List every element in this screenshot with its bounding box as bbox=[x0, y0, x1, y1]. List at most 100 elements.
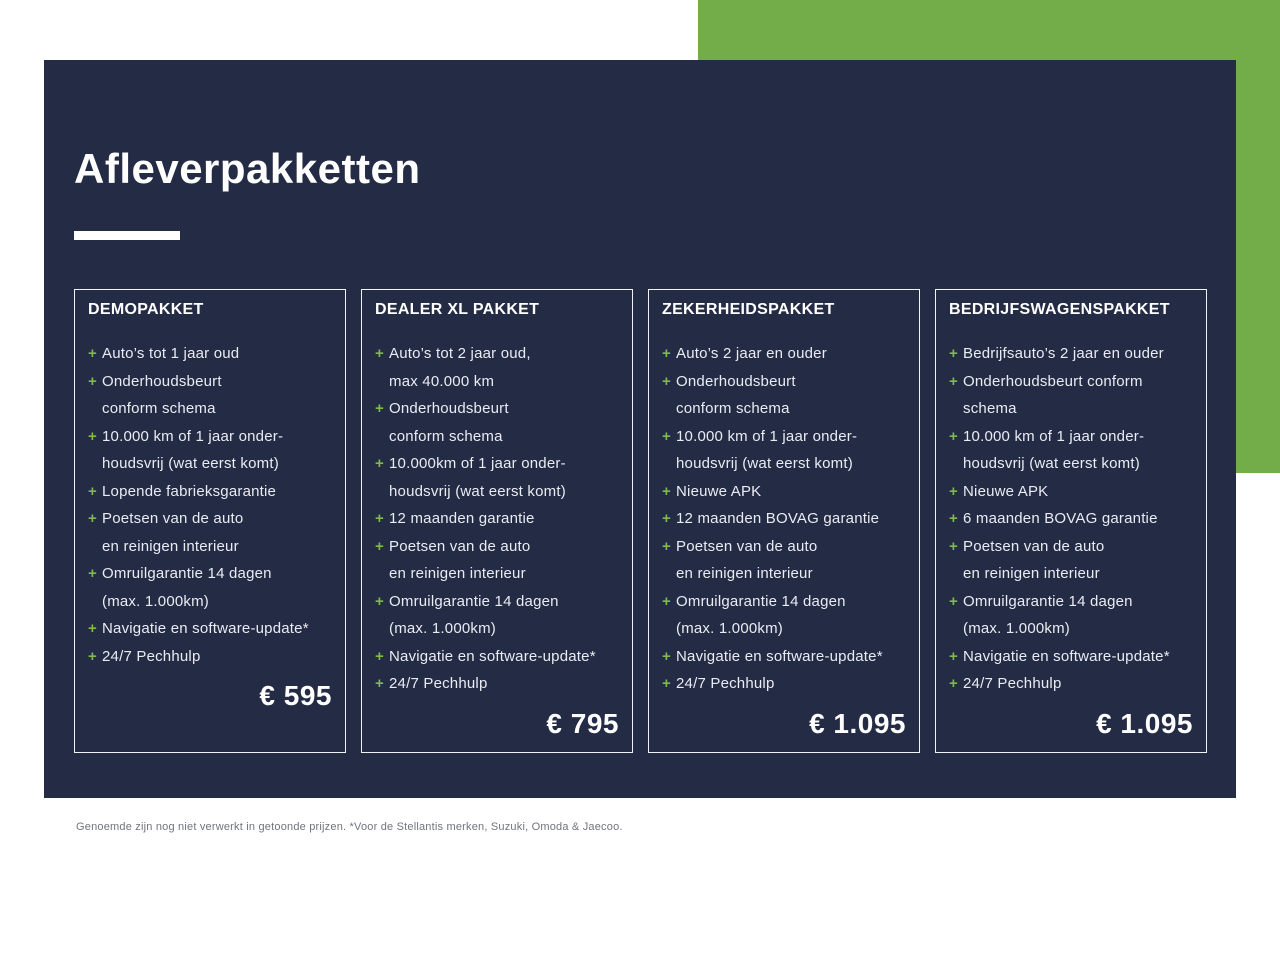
feature-item: + Onderhoudsbeurt conform schema bbox=[88, 368, 332, 423]
plus-icon: + bbox=[88, 427, 97, 445]
feature-text: Nieuwe APK bbox=[963, 482, 1049, 500]
feature-item: + Auto’s tot 1 jaar oud bbox=[88, 340, 332, 368]
feature-text: Omruilgarantie 14 dagen (max. 1.000km) bbox=[389, 592, 559, 638]
feature-text: Auto’s 2 jaar en ouder bbox=[676, 345, 827, 362]
feature-text: 10.000 km of 1 jaar onder- houdsvrij (wa… bbox=[102, 427, 284, 473]
feature-text: 12 maanden garantie bbox=[389, 510, 535, 527]
feature-text: Omruilgarantie 14 dagen (max. 1.000km) bbox=[963, 592, 1133, 638]
plus-icon: + bbox=[662, 675, 671, 692]
feature-text: 24/7 Pechhulp bbox=[102, 647, 201, 665]
package-card-zekerheidspakket: ZEKERHEIDSPAKKET + Auto’s 2 jaar en ouder… bbox=[648, 289, 920, 753]
feature-text: Poetsen van de auto en reinigen interieu… bbox=[963, 537, 1105, 583]
feature-list: + Bedrijfsauto’s 2 jaar en ouder + Onderho… bbox=[949, 340, 1193, 698]
feature-text: 10.000km of 1 jaar onder- houdsvrij (wat… bbox=[389, 455, 566, 500]
feature-item: + Poetsen van de auto en reinigen interie… bbox=[949, 533, 1193, 588]
plus-icon: + bbox=[662, 537, 671, 555]
card-title: ZEKERHEIDSPAKKET bbox=[662, 301, 835, 318]
package-cards-row: DEMOPAKKET + Auto’s tot 1 jaar oud + Onder… bbox=[74, 289, 1210, 753]
feature-text: Auto’s tot 1 jaar oud bbox=[102, 345, 240, 362]
feature-text: Poetsen van de auto en reinigen interieu… bbox=[676, 537, 818, 583]
plus-icon: + bbox=[375, 592, 384, 610]
plus-icon: + bbox=[375, 345, 384, 362]
feature-item: + Bedrijfsauto’s 2 jaar en ouder bbox=[949, 340, 1193, 368]
plus-icon: + bbox=[375, 675, 384, 692]
feature-item: + Auto’s 2 jaar en ouder bbox=[662, 340, 906, 368]
feature-item: +24/7 Pechhulp bbox=[662, 670, 906, 698]
plus-icon: + bbox=[88, 372, 97, 390]
feature-text: Bedrijfsauto’s 2 jaar en ouder bbox=[963, 345, 1164, 362]
feature-list: + Auto’s tot 1 jaar oud + Onderhoudsbeurt … bbox=[88, 340, 332, 670]
feature-item: + Omruilgarantie 14 dagen (max. 1.000km) bbox=[949, 588, 1193, 643]
feature-text: Navigatie en software-update* bbox=[389, 647, 596, 665]
feature-list: + Auto’s tot 2 jaar oud, max 40.000 km + O… bbox=[375, 340, 619, 698]
feature-item: + Nieuwe APK bbox=[662, 478, 906, 506]
packages-panel: Afleverpakketten DEMOPAKKET + Auto’s tot … bbox=[44, 60, 1236, 798]
feature-item: + Auto’s tot 2 jaar oud, max 40.000 km bbox=[375, 340, 619, 395]
feature-text: 6 maanden BOVAG garantie bbox=[963, 510, 1158, 527]
feature-item: +24/7 Pechhulp bbox=[375, 670, 619, 698]
feature-text: 12 maanden BOVAG garantie bbox=[676, 510, 880, 527]
plus-icon: + bbox=[88, 482, 97, 500]
plus-icon: + bbox=[949, 427, 958, 445]
card-title: DEALER XL PAKKET bbox=[375, 301, 540, 318]
feature-item: +10.000 km of 1 jaar onder- houdsvrij (w… bbox=[662, 423, 906, 478]
feature-text: Onderhoudsbeurt conform schema bbox=[102, 372, 222, 418]
feature-item: +12 maanden BOVAG garantie bbox=[662, 505, 906, 533]
plus-icon: + bbox=[949, 647, 958, 665]
plus-icon: + bbox=[662, 372, 671, 390]
price-label: € 595 bbox=[259, 680, 332, 711]
feature-item: + Onderhoudsbeurt conform schema bbox=[949, 368, 1193, 423]
feature-item: + Onderhoudsbeurt conform schema bbox=[662, 368, 906, 423]
feature-text: Nieuwe APK bbox=[676, 482, 762, 500]
plus-icon: + bbox=[662, 592, 671, 610]
plus-icon: + bbox=[88, 345, 97, 362]
feature-item: + Nieuwe APK bbox=[949, 478, 1193, 506]
feature-item: + Navigatie en software-update* bbox=[375, 643, 619, 671]
feature-item: + Lopende fabrieksgarantie bbox=[88, 478, 332, 506]
plus-icon: + bbox=[949, 372, 958, 390]
feature-text: Lopende fabrieksgarantie bbox=[102, 482, 277, 500]
card-title: DEMOPAKKET bbox=[88, 301, 204, 318]
feature-text: Onderhoudsbeurt conform schema bbox=[389, 400, 509, 445]
feature-item: + Poetsen van de auto en reinigen interie… bbox=[88, 505, 332, 560]
plus-icon: + bbox=[662, 510, 671, 527]
feature-item: +12 maanden garantie bbox=[375, 505, 619, 533]
feature-text: Omruilgarantie 14 dagen (max. 1.000km) bbox=[676, 592, 846, 638]
feature-text: Onderhoudsbeurt conform schema bbox=[963, 372, 1143, 418]
plus-icon: + bbox=[88, 510, 97, 527]
plus-icon: + bbox=[88, 620, 97, 637]
feature-text: 10.000 km of 1 jaar onder- houdsvrij (wa… bbox=[676, 427, 858, 473]
feature-item: + Onderhoudsbeurt conform schema bbox=[375, 395, 619, 450]
feature-text: 10.000 km of 1 jaar onder- houdsvrij (wa… bbox=[963, 427, 1145, 473]
plus-icon: + bbox=[88, 647, 97, 665]
feature-item: + Poetsen van de auto en reinigen interie… bbox=[375, 533, 619, 588]
title-underline bbox=[74, 231, 180, 240]
feature-text: Navigatie en software-update* bbox=[676, 647, 883, 665]
feature-item: + Navigatie en software-update* bbox=[949, 643, 1193, 671]
page-title: Afleverpakketten bbox=[74, 145, 421, 192]
feature-item: +10.000km of 1 jaar onder- houdsvrij (wa… bbox=[375, 450, 619, 505]
feature-item: + Omruilgarantie 14 dagen (max. 1.000km) bbox=[375, 588, 619, 643]
plus-icon: + bbox=[949, 510, 958, 527]
price-label: € 795 bbox=[546, 707, 619, 739]
feature-item: +24/7 Pechhulp bbox=[88, 643, 332, 671]
plus-icon: + bbox=[375, 537, 384, 555]
package-card-bedrijfswagenspakket: BEDRIJFSWAGENSPAKKET + Bedrijfsauto’s 2 j… bbox=[935, 289, 1207, 753]
feature-text: 24/7 Pechhulp bbox=[389, 675, 488, 692]
package-card-demopakket: DEMOPAKKET + Auto’s tot 1 jaar oud + Onder… bbox=[74, 289, 346, 753]
feature-item: + Omruilgarantie 14 dagen (max. 1.000km) bbox=[662, 588, 906, 643]
plus-icon: + bbox=[662, 345, 671, 362]
plus-icon: + bbox=[375, 400, 384, 417]
price-label: € 1.095 bbox=[1096, 707, 1193, 739]
plus-icon: + bbox=[662, 647, 671, 665]
feature-item: + Navigatie en software-update* bbox=[88, 615, 332, 643]
feature-item: +10.000 km of 1 jaar onder- houdsvrij (w… bbox=[949, 423, 1193, 478]
feature-text: 24/7 Pechhulp bbox=[676, 675, 775, 692]
price-label: € 1.095 bbox=[809, 707, 906, 739]
package-card-dealer-xl-pakket: DEALER XL PAKKET + Auto’s tot 2 jaar oud,… bbox=[361, 289, 633, 753]
feature-text: Auto’s tot 2 jaar oud, max 40.000 km bbox=[389, 345, 531, 390]
feature-item: +6 maanden BOVAG garantie bbox=[949, 505, 1193, 533]
feature-text: Poetsen van de auto en reinigen interieu… bbox=[389, 537, 531, 583]
feature-text: Poetsen van de auto en reinigen interieu… bbox=[102, 510, 244, 555]
plus-icon: + bbox=[375, 647, 384, 665]
